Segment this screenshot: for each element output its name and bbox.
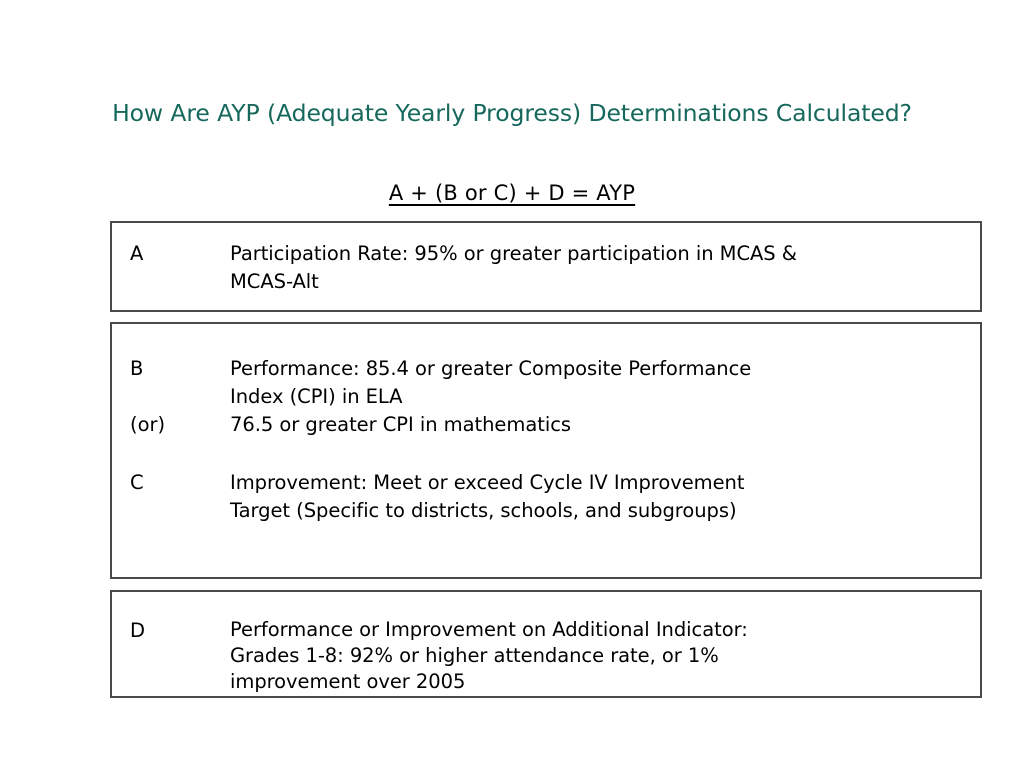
criterion-text-b: Performance: 85.4 or greater Composite P… [230, 357, 752, 408]
ayp-formula: A + (B or C) + D = AYP [388, 181, 636, 205]
criterion-letter-a: A [130, 242, 144, 265]
criterion-letter-d: D [130, 619, 146, 642]
criterion-box-a: A Participation Rate: 95% or greater par… [110, 221, 982, 312]
criterion-text-or: 76.5 or greater CPI in mathematics [230, 413, 571, 436]
criterion-entry-c: C Improvement: Meet or exceed Cycle IV I… [130, 469, 970, 525]
criterion-entry-or: (or) 76.5 or greater CPI in mathematics [130, 411, 970, 439]
criterion-letter-c: C [130, 471, 144, 494]
criterion-text-c: Improvement: Meet or exceed Cycle IV Imp… [230, 471, 745, 522]
page-title: How Are AYP (Adequate Yearly Progress) D… [112, 99, 912, 127]
criterion-entry-d: D Performance or Improvement on Addition… [130, 617, 970, 695]
criterion-text-a: Participation Rate: 95% or greater parti… [230, 242, 797, 293]
criterion-box-d: D Performance or Improvement on Addition… [110, 590, 982, 698]
criterion-letter-or: (or) [130, 413, 166, 436]
criterion-entry-a: A Participation Rate: 95% or greater par… [130, 240, 970, 296]
formula-container: A + (B or C) + D = AYP [112, 180, 912, 206]
criterion-letter-b: B [130, 357, 144, 380]
criterion-text-d: Performance or Improvement on Additional… [230, 618, 748, 693]
criterion-entry-b: B Performance: 85.4 or greater Composite… [130, 355, 970, 411]
criterion-box-bc: B Performance: 85.4 or greater Composite… [110, 322, 982, 579]
